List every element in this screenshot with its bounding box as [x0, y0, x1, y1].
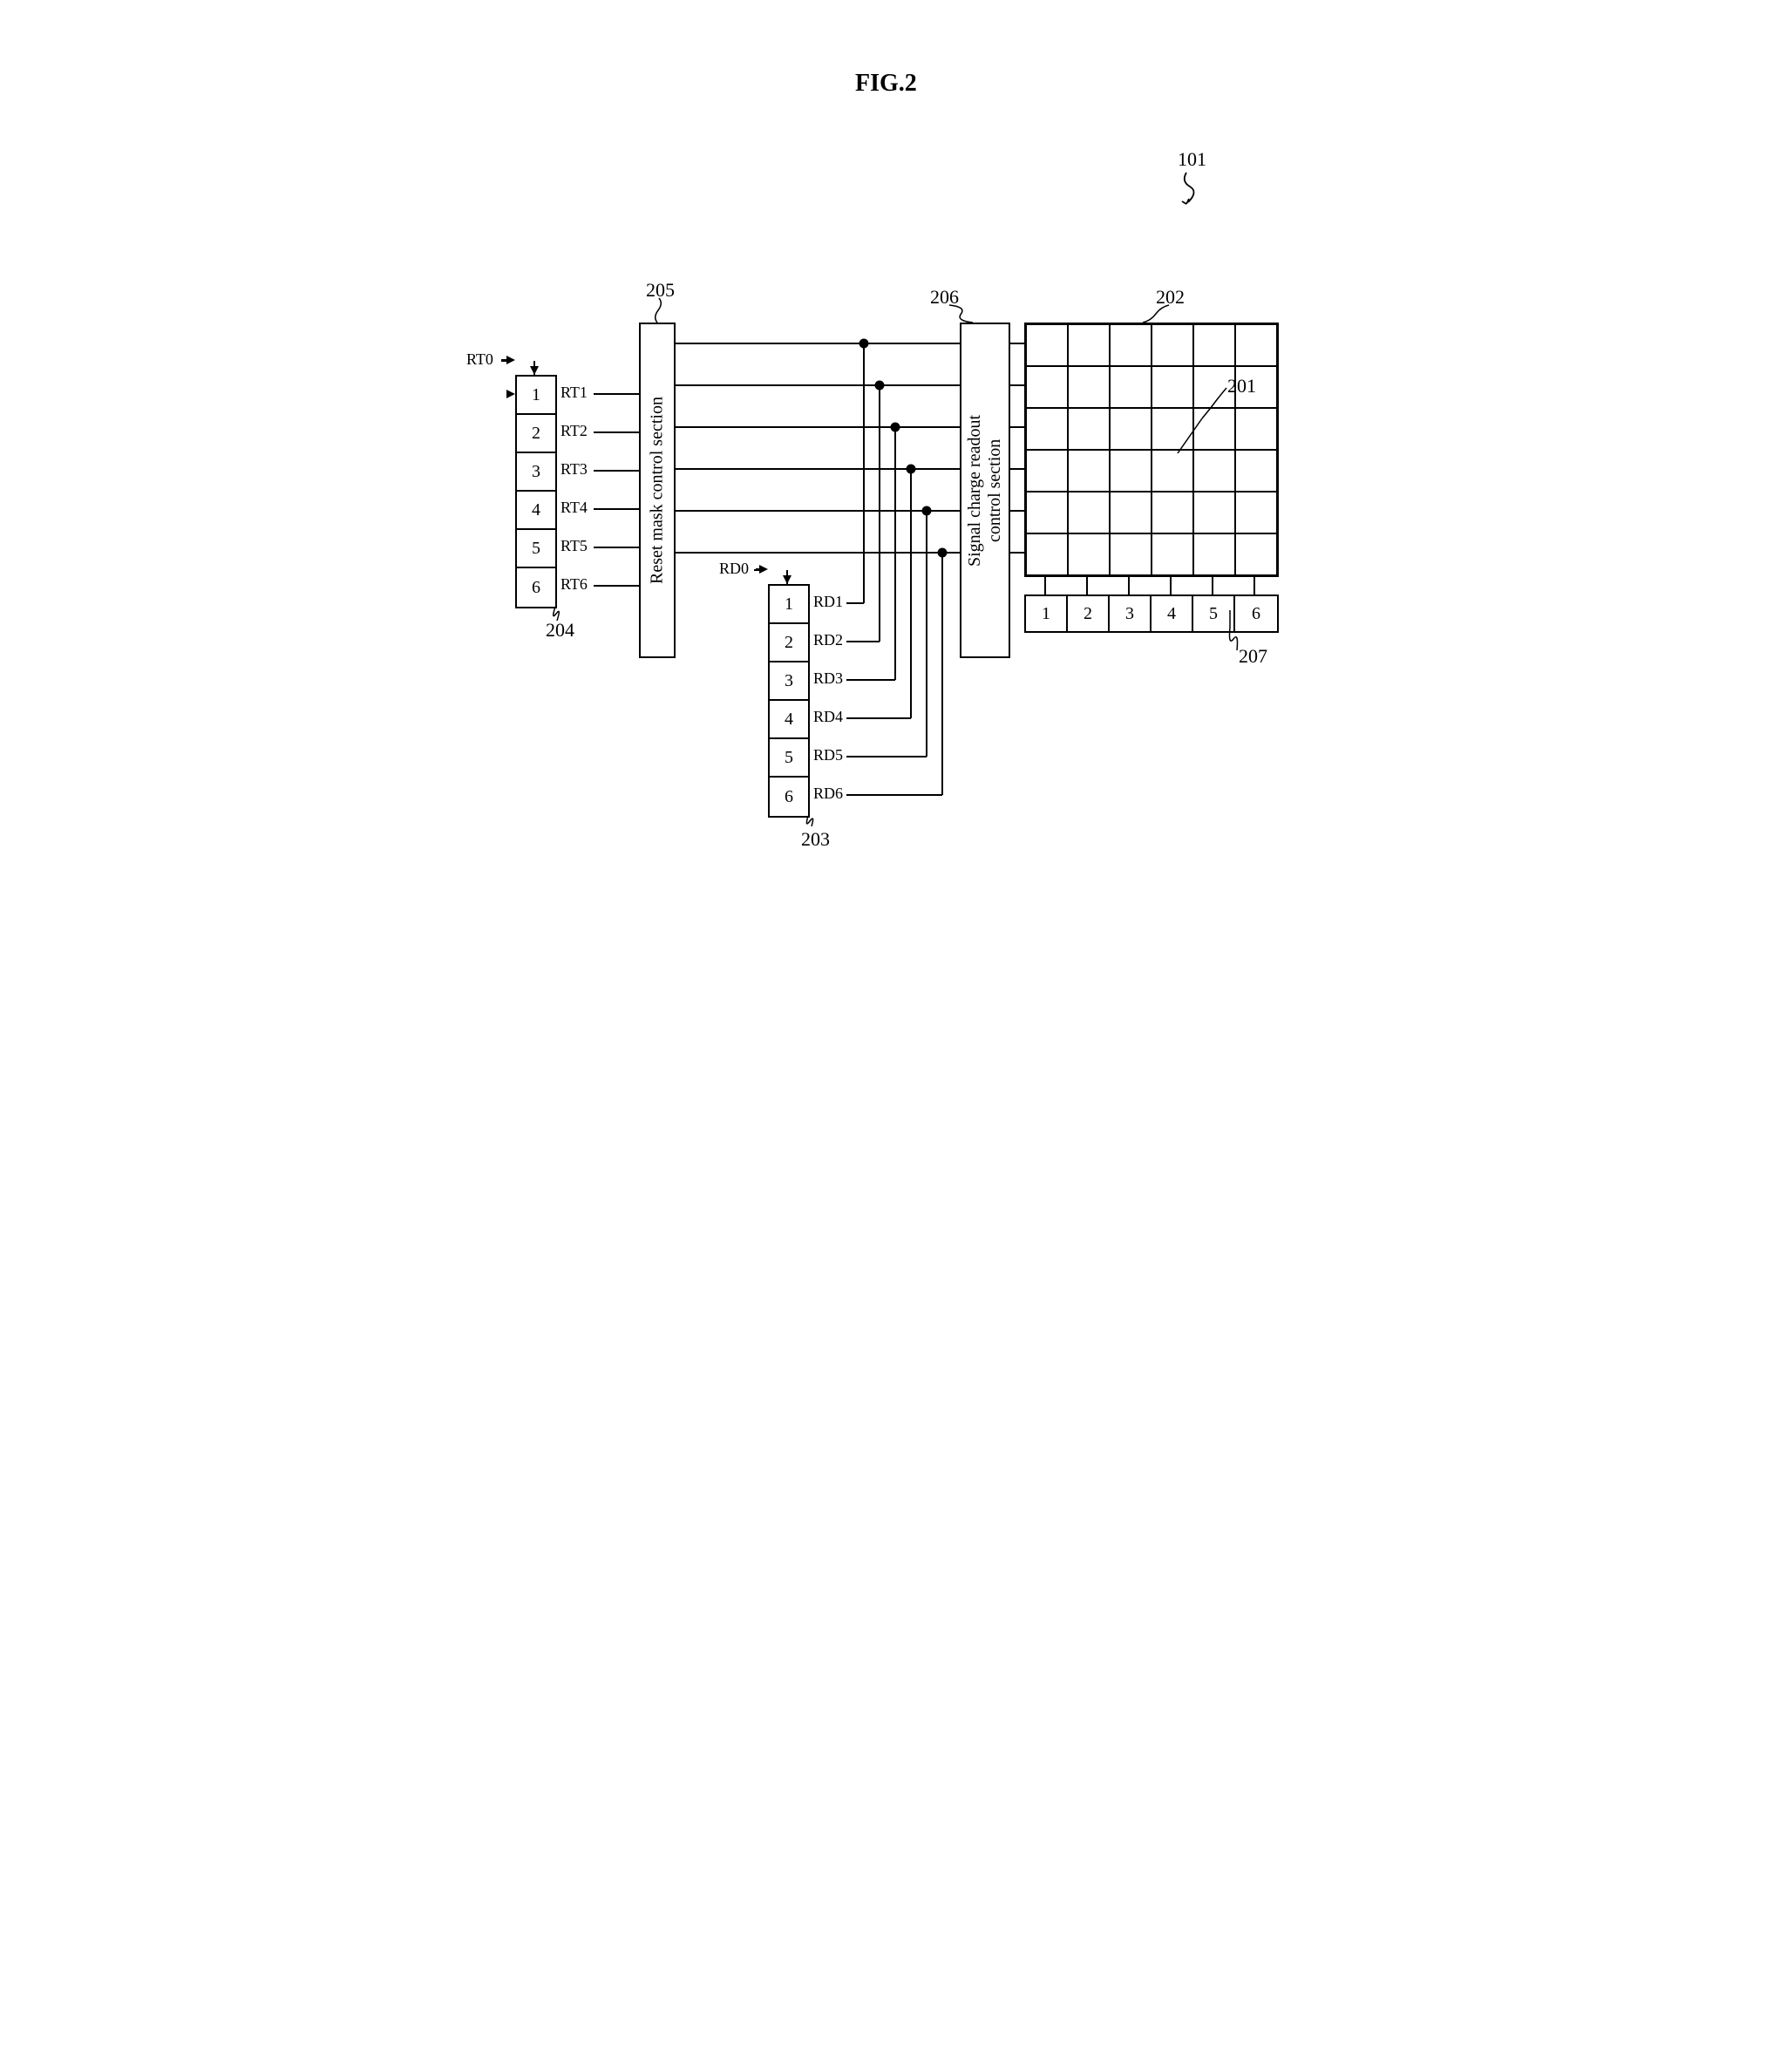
pixel-cell: [1152, 324, 1193, 366]
rd0-text: RD0: [719, 560, 749, 578]
rt-signal-label: RT6: [560, 575, 588, 594]
pixel-cell: [1068, 533, 1110, 575]
pixel-cell: [1068, 408, 1110, 450]
rt-register-cell: 5: [517, 530, 555, 568]
rd-signal-label: RD3: [813, 669, 843, 688]
pixel-cell: [1193, 492, 1235, 533]
rt-register-cell: 2: [517, 415, 555, 453]
rd-register-cell: 5: [770, 739, 808, 778]
signal-readout-control: Signal charge readout control section: [960, 323, 1010, 658]
pixel-cell: [1193, 450, 1235, 492]
rd-register-cell: 1: [770, 586, 808, 624]
h-register-cell: 3: [1110, 596, 1152, 631]
pixel-cell: [1110, 324, 1152, 366]
rt-signal-label: RT4: [560, 499, 588, 517]
rt-register: 123456: [515, 375, 557, 608]
pixel-cell: [1152, 492, 1193, 533]
h-register-cell: 2: [1068, 596, 1110, 631]
rd-register: 123456: [768, 584, 810, 818]
rt-input-label: RT0: [466, 350, 493, 369]
pixel-cell: [1152, 450, 1193, 492]
rt-signal-label: RT2: [560, 422, 588, 440]
pixel-cell: [1152, 366, 1193, 408]
pixel-cell: [1235, 324, 1277, 366]
pixel-cell: [1235, 533, 1277, 575]
rd-register-cell: 3: [770, 662, 808, 701]
rt-signal-label: RT3: [560, 460, 588, 479]
pixel-cell: [1026, 450, 1068, 492]
pixel-cell: [1068, 324, 1110, 366]
pixel-cell: [1152, 533, 1193, 575]
rd-signal-label: RD5: [813, 746, 843, 764]
pixel-cell: [1026, 533, 1068, 575]
rd-signal-label: RD1: [813, 593, 843, 611]
rd-register-cell: 4: [770, 701, 808, 739]
pixel-cell: [1235, 408, 1277, 450]
rd-input-label: RD0: [719, 560, 749, 578]
rt-register-cell: 3: [517, 453, 555, 492]
h-register-cell: 1: [1026, 596, 1068, 631]
rd-register-cell: 2: [770, 624, 808, 662]
pixel-array: [1024, 323, 1279, 577]
ref-207: 207: [1239, 645, 1267, 668]
reset-mask-control: Reset mask control section: [639, 323, 676, 658]
pixel-cell: [1152, 408, 1193, 450]
rt-register-cell: 6: [517, 568, 555, 607]
pixel-cell: [1026, 366, 1068, 408]
pixel-cell: [1193, 324, 1235, 366]
ref-206: 206: [930, 286, 959, 309]
pixel-cell: [1026, 492, 1068, 533]
ref-204: 204: [546, 619, 574, 642]
pixel-cell: [1110, 533, 1152, 575]
rt-signal-label: RT5: [560, 537, 588, 555]
rt0-text: RT0: [466, 350, 493, 369]
pixel-cell: [1235, 492, 1277, 533]
h-register-cell: 6: [1235, 596, 1277, 631]
ref-203: 203: [801, 828, 830, 851]
pixel-cell: [1068, 492, 1110, 533]
pixel-cell: [1110, 450, 1152, 492]
rt-register-cell: 1: [517, 377, 555, 415]
pixel-cell: [1235, 450, 1277, 492]
rd-signal-label: RD2: [813, 631, 843, 649]
rd-signal-label: RD6: [813, 785, 843, 803]
ref-101: 101: [1178, 148, 1206, 171]
rd-signal-label: RD4: [813, 708, 843, 726]
rd-register-cell: 6: [770, 778, 808, 816]
pixel-cell: [1110, 366, 1152, 408]
pixel-cell: [1026, 324, 1068, 366]
pixel-cell: [1110, 492, 1152, 533]
pixel-cell: [1193, 408, 1235, 450]
figure-title: FIG.2: [855, 70, 917, 98]
rt-register-cell: 4: [517, 492, 555, 530]
ref-205: 205: [646, 279, 675, 302]
pixel-cell: [1193, 533, 1235, 575]
horizontal-register: 123456: [1024, 594, 1279, 633]
pixel-cell: [1068, 450, 1110, 492]
h-register-cell: 4: [1152, 596, 1193, 631]
rt-signal-label: RT1: [560, 384, 588, 402]
pixel-cell: [1026, 408, 1068, 450]
h-register-cell: 5: [1193, 596, 1235, 631]
pixel-cell: [1068, 366, 1110, 408]
ref-202: 202: [1156, 286, 1185, 309]
ref-201: 201: [1227, 375, 1256, 397]
pixel-cell: [1110, 408, 1152, 450]
